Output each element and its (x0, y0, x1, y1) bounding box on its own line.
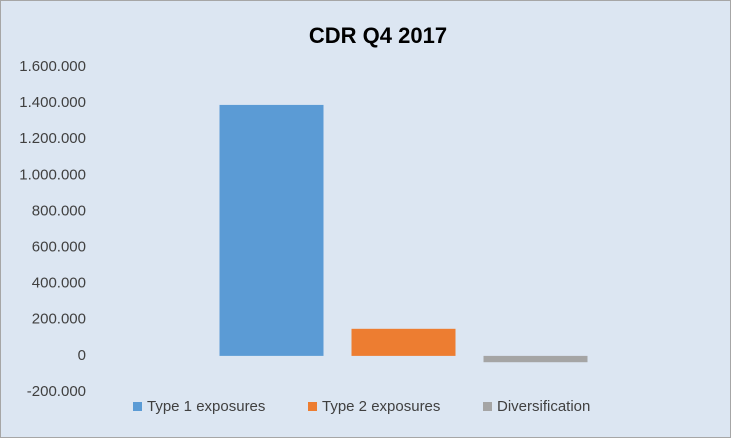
bar (483, 355, 588, 363)
y-tick-label: 0 (78, 347, 86, 364)
y-tick-label: -200.000 (27, 383, 86, 400)
bar (219, 104, 324, 356)
y-tick-label: 200.000 (32, 311, 86, 328)
y-tick-label: 800.000 (32, 202, 86, 219)
y-tick-label: 1.400.000 (19, 94, 86, 111)
legend-label: Type 2 exposures (322, 398, 440, 415)
legend-label: Type 1 exposures (147, 398, 265, 415)
bar (351, 328, 456, 356)
legend-label: Diversification (497, 398, 590, 415)
y-tick-label: 1.600.000 (19, 58, 86, 75)
y-tick-label: 400.000 (32, 275, 86, 292)
legend-swatch (483, 402, 492, 411)
y-tick-label: 600.000 (32, 239, 86, 256)
legend-swatch (308, 402, 317, 411)
y-tick-label: 1.200.000 (19, 130, 86, 147)
y-tick-label: 1.000.000 (19, 166, 86, 183)
legend-swatch (133, 402, 142, 411)
chart-title: CDR Q4 2017 (309, 23, 447, 48)
